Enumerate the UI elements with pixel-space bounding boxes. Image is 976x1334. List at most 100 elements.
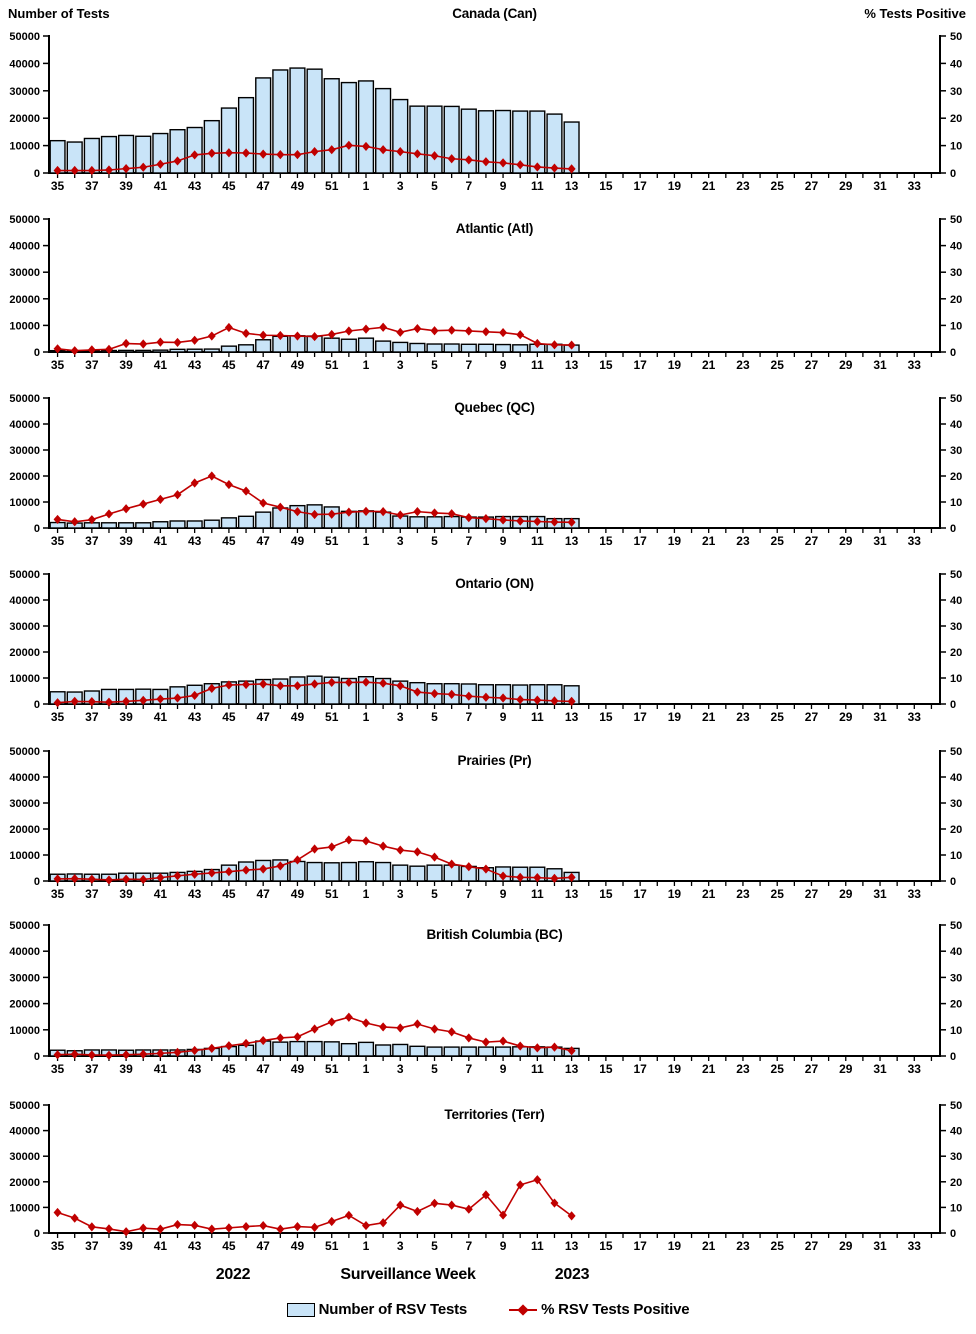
pct-marker-week-47 — [259, 864, 268, 874]
pct-marker-week-10 — [516, 160, 525, 170]
pct-marker-week-2 — [379, 322, 388, 332]
x-tick-label: 17 — [633, 179, 647, 193]
pct-marker-week-45 — [224, 148, 233, 158]
x-tick-label: 15 — [599, 358, 613, 372]
pct-marker-week-42 — [173, 156, 182, 166]
x-tick-label: 51 — [325, 534, 339, 548]
left-tick-label: 40000 — [9, 595, 40, 607]
pct-marker-week-51 — [327, 1017, 336, 1027]
right-tick-label: 0 — [950, 168, 956, 180]
pct-marker-week-51 — [327, 329, 336, 340]
bar-week-41 — [152, 521, 169, 529]
pct-marker-week-42 — [173, 490, 182, 500]
right-tick-label: 20 — [950, 824, 962, 836]
pct-positive-markers — [53, 471, 576, 527]
pct-marker-week-8 — [481, 327, 490, 337]
x-tick-label: 21 — [702, 534, 716, 548]
x-tick-label: 21 — [702, 1239, 716, 1253]
bar-week-12 — [546, 113, 563, 174]
x-tick-label: 41 — [154, 1062, 168, 1076]
pct-marker-week-46 — [242, 1038, 251, 1049]
x-tick-label: 47 — [257, 534, 271, 548]
left-tick-label: 50000 — [9, 214, 40, 226]
bar-week-52 — [340, 81, 357, 174]
x-tick-label: 3 — [397, 1062, 404, 1076]
pct-marker-week-37 — [87, 1222, 96, 1232]
pct-marker-week-13 — [567, 1211, 576, 1221]
pct-marker-week-40 — [139, 1049, 148, 1059]
x-tick-label: 21 — [702, 358, 716, 372]
right-tick-label: 0 — [950, 876, 956, 888]
pct-marker-week-46 — [242, 679, 251, 690]
x-tick-label: 43 — [188, 534, 202, 548]
right-tick-label: 20 — [950, 999, 962, 1011]
pct-positive-markers — [53, 1012, 576, 1060]
x-tick-label: 31 — [873, 710, 887, 724]
pct-marker-week-45 — [224, 867, 233, 877]
x-tick-label: 27 — [805, 710, 819, 724]
pct-marker-week-5 — [430, 852, 439, 862]
right-tick-label: 50 — [950, 920, 962, 932]
pct-marker-week-4 — [413, 1206, 422, 1217]
x-tick-label: 29 — [839, 887, 853, 901]
panel-title-prairies: Prairies (Pr) — [457, 753, 532, 768]
pct-marker-week-4 — [413, 507, 422, 517]
pct-marker-week-37 — [87, 345, 96, 355]
pct-marker-week-39 — [122, 874, 131, 884]
x-tick-label: 47 — [257, 1062, 271, 1076]
x-tick-label: 45 — [222, 1062, 236, 1076]
pct-marker-week-48 — [276, 681, 285, 691]
pct-marker-week-13 — [567, 872, 576, 882]
pct-marker-week-12 — [550, 873, 559, 883]
x-tick-label: 31 — [873, 887, 887, 901]
pct-marker-week-6 — [447, 689, 456, 699]
pct-marker-week-1 — [361, 677, 370, 687]
x-tick-label: 19 — [668, 179, 682, 193]
left-tick-label: 40000 — [9, 1126, 40, 1138]
x-tick-label: 45 — [222, 179, 236, 193]
panel-Prairies (Pr): 010000200003000040000500000102030405035 3… — [9, 746, 962, 901]
bar-week-1 — [357, 337, 375, 353]
pct-marker-week-41 — [156, 1048, 165, 1058]
x-tick-label: 19 — [668, 1239, 682, 1253]
x-tick-label: 9 — [500, 710, 507, 724]
bar-week-42 — [169, 348, 186, 353]
bar-week-9 — [494, 1046, 512, 1057]
pct-marker-week-13 — [567, 340, 576, 350]
pct-marker-week-40 — [139, 874, 148, 885]
left-tick-label: 0 — [34, 523, 40, 535]
bar-week-2 — [375, 861, 392, 882]
pct-marker-week-44 — [207, 148, 216, 158]
bar-week-9 — [494, 343, 512, 353]
bar-week-5 — [426, 1046, 443, 1057]
pct-marker-week-49 — [293, 1032, 302, 1042]
right-tick-label: 40 — [950, 419, 962, 431]
pct-marker-week-36 — [70, 346, 79, 356]
x-tick-label: 41 — [154, 534, 168, 548]
x-tick-label: 7 — [465, 710, 472, 724]
bar-week-10 — [512, 110, 529, 174]
bar-week-4 — [409, 1045, 426, 1057]
pct-marker-week-43 — [190, 1220, 199, 1230]
pct-marker-week-4 — [413, 687, 422, 697]
right-tick-label: 30 — [950, 798, 962, 810]
x-tick-label: 1 — [363, 534, 370, 548]
bar-week-52 — [340, 1042, 357, 1057]
x-tick-label: 27 — [805, 534, 819, 548]
pct-marker-week-40 — [139, 339, 148, 349]
x-tick-label: 1 — [363, 358, 370, 372]
x-tick-label: 17 — [633, 358, 647, 372]
x-axis-year-2022: 2022 — [215, 1266, 251, 1283]
x-tick-label: 51 — [325, 1239, 339, 1253]
x-tick-label: 47 — [257, 887, 271, 901]
left-tick-label: 40000 — [9, 772, 40, 784]
pct-marker-week-36 — [70, 874, 79, 884]
pct-marker-week-46 — [242, 486, 251, 496]
pct-marker-week-8 — [481, 514, 490, 524]
pct-marker-week-48 — [276, 330, 285, 341]
bar-week-47 — [255, 77, 272, 174]
pct-marker-week-2 — [379, 1218, 388, 1228]
bar-week-1 — [357, 861, 375, 882]
pct-marker-week-50 — [310, 844, 319, 854]
